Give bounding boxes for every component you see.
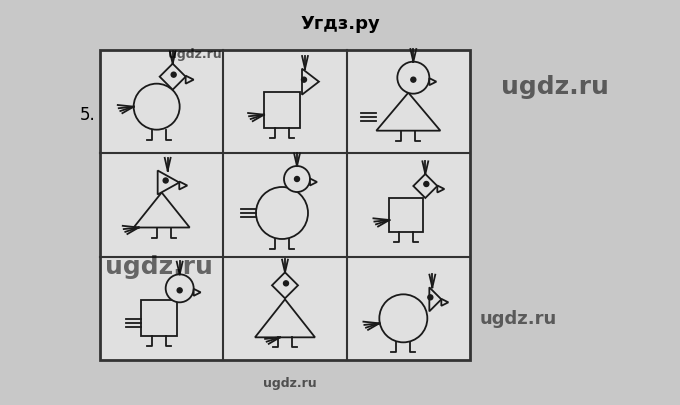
Polygon shape: [186, 76, 194, 84]
Polygon shape: [302, 69, 319, 95]
Polygon shape: [134, 192, 190, 228]
Circle shape: [428, 295, 433, 300]
Text: ugdz.ru: ugdz.ru: [263, 377, 317, 390]
Circle shape: [256, 187, 308, 239]
Circle shape: [379, 294, 427, 342]
Polygon shape: [272, 272, 298, 298]
Circle shape: [284, 166, 310, 192]
Circle shape: [424, 181, 429, 186]
Polygon shape: [437, 185, 444, 192]
Polygon shape: [429, 287, 441, 311]
Circle shape: [163, 178, 168, 183]
Circle shape: [171, 72, 176, 77]
Polygon shape: [160, 64, 186, 90]
Circle shape: [397, 62, 429, 94]
Text: ugdz.ru: ugdz.ru: [105, 255, 213, 279]
Circle shape: [294, 177, 299, 181]
Polygon shape: [158, 171, 180, 194]
Text: ugdz.ru: ugdz.ru: [501, 75, 609, 99]
Polygon shape: [376, 93, 441, 131]
Circle shape: [134, 84, 180, 130]
Polygon shape: [194, 289, 201, 296]
Polygon shape: [180, 181, 187, 190]
Bar: [264, 92, 300, 128]
Text: ugdz.ru: ugdz.ru: [168, 48, 222, 61]
Text: Угдз.ру: Угдз.ру: [300, 15, 380, 33]
Circle shape: [301, 77, 307, 82]
Bar: [390, 198, 424, 232]
Text: 5.: 5.: [80, 106, 96, 124]
Text: ugdz.ru: ugdz.ru: [480, 310, 557, 328]
Bar: [100, 50, 470, 360]
Circle shape: [166, 274, 194, 303]
Circle shape: [411, 77, 416, 82]
Polygon shape: [255, 299, 315, 337]
Bar: [141, 301, 177, 336]
Polygon shape: [310, 179, 317, 185]
Circle shape: [177, 288, 182, 293]
Polygon shape: [441, 299, 448, 306]
Polygon shape: [413, 174, 437, 198]
Circle shape: [284, 281, 288, 286]
Polygon shape: [429, 78, 437, 85]
